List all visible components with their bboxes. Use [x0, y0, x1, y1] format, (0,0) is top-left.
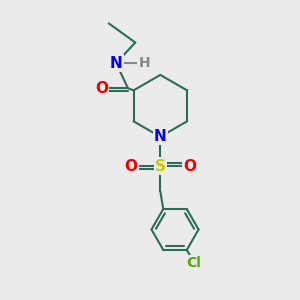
Text: O: O	[95, 81, 108, 96]
Text: H: H	[138, 56, 150, 70]
Text: S: S	[155, 159, 166, 174]
Text: O: O	[124, 159, 137, 174]
Text: Cl: Cl	[187, 256, 202, 270]
Text: N: N	[154, 129, 167, 144]
Text: O: O	[183, 159, 196, 174]
Text: N: N	[110, 56, 122, 70]
